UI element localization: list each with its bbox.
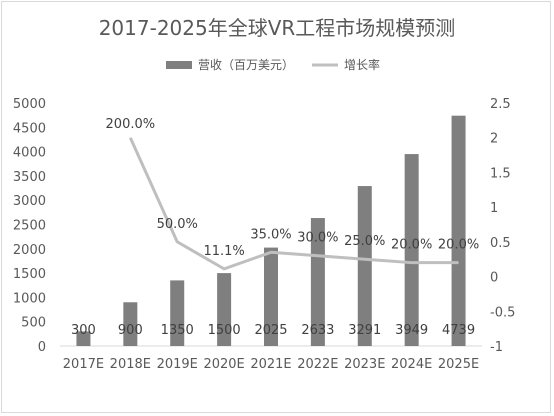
bar-data-label: 1500 bbox=[208, 323, 241, 338]
bar bbox=[264, 247, 278, 346]
y-right-tick-label: 1.5 bbox=[490, 166, 511, 181]
x-tick-label: 2021E bbox=[250, 357, 291, 372]
y-left-tick-label: 3500 bbox=[13, 170, 46, 185]
legend-bar-label: 营收（百万美元） bbox=[198, 58, 294, 72]
line-data-label: 50.0% bbox=[157, 217, 198, 232]
x-tick-label: 2024E bbox=[391, 357, 432, 372]
y-left-tick-label: 4500 bbox=[13, 121, 46, 136]
bar bbox=[123, 302, 138, 346]
line-data-label: 20.0% bbox=[438, 238, 479, 253]
line-data-label: 30.0% bbox=[297, 231, 338, 246]
line-data-label: 20.0% bbox=[391, 238, 432, 253]
y-right-tick-label: -0.5 bbox=[490, 305, 515, 320]
x-tick-label: 2017E bbox=[63, 357, 104, 372]
bar bbox=[76, 331, 91, 346]
y-left-tick-label: 3000 bbox=[13, 194, 46, 209]
line-data-label: 200.0% bbox=[106, 117, 156, 132]
bar bbox=[310, 218, 325, 346]
line-data-label: 11.1% bbox=[203, 244, 244, 259]
bar bbox=[217, 273, 232, 346]
x-tick-label: 2018E bbox=[110, 357, 151, 372]
legend-line-label: 增长率 bbox=[344, 57, 380, 72]
x-tick-label: 2020E bbox=[203, 357, 244, 372]
y-right-tick-label: -1 bbox=[490, 340, 503, 355]
x-tick-label: 2022E bbox=[297, 357, 338, 372]
line-data-label: 25.0% bbox=[344, 234, 385, 249]
growth-line bbox=[128, 137, 459, 271]
y-left-tick-label: 0 bbox=[38, 340, 46, 355]
bar-data-label: 3291 bbox=[348, 323, 381, 338]
y-left-tick-label: 2000 bbox=[13, 243, 46, 258]
y-right-tick-label: 0 bbox=[490, 271, 498, 286]
y-left-tick-label: 500 bbox=[21, 316, 46, 331]
bar-data-label: 1350 bbox=[161, 323, 194, 338]
y-left-tick-label: 2500 bbox=[13, 219, 46, 234]
chart-title: 2017-2025年全球VR工程市场规模预测 bbox=[98, 16, 456, 40]
legend-bar-swatch bbox=[166, 61, 192, 69]
bar bbox=[170, 280, 185, 346]
x-tick-label: 2023E bbox=[344, 357, 385, 372]
y-right-tick-label: 2 bbox=[490, 132, 498, 147]
bar-data-label: 3949 bbox=[395, 323, 428, 338]
bar-data-label: 300 bbox=[71, 323, 96, 338]
bar-data-label: 4739 bbox=[442, 323, 475, 338]
y-right-tick-label: 0.5 bbox=[490, 236, 511, 251]
bar bbox=[404, 154, 419, 346]
y-left-tick-label: 1000 bbox=[13, 291, 46, 306]
y-right-tick-label: 1 bbox=[490, 201, 498, 216]
bar-data-label: 2025 bbox=[254, 323, 287, 338]
bar-data-label: 900 bbox=[118, 323, 143, 338]
y-left-tick-label: 4000 bbox=[13, 146, 46, 161]
y-left-tick-label: 1500 bbox=[13, 267, 46, 282]
bar bbox=[451, 115, 466, 346]
x-tick-label: 2019E bbox=[157, 357, 198, 372]
y-left-tick-label: 5000 bbox=[13, 97, 46, 112]
bar bbox=[357, 186, 372, 346]
bar-data-label: 2633 bbox=[301, 323, 334, 338]
x-tick-label: 2025E bbox=[438, 357, 479, 372]
line-data-label: 35.0% bbox=[250, 227, 291, 242]
y-right-tick-label: 2.5 bbox=[490, 97, 511, 112]
